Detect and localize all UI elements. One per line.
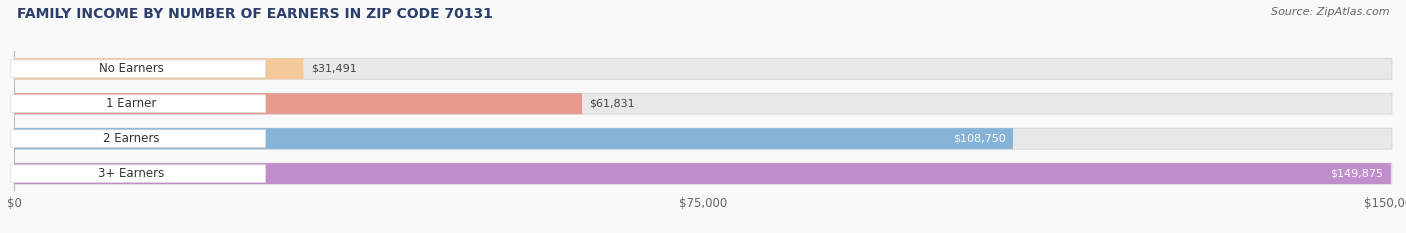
FancyBboxPatch shape	[14, 128, 1392, 149]
Text: 3+ Earners: 3+ Earners	[98, 167, 165, 180]
Text: $61,831: $61,831	[589, 99, 636, 109]
FancyBboxPatch shape	[14, 93, 582, 114]
FancyBboxPatch shape	[14, 58, 1392, 79]
Text: No Earners: No Earners	[98, 62, 163, 75]
Text: FAMILY INCOME BY NUMBER OF EARNERS IN ZIP CODE 70131: FAMILY INCOME BY NUMBER OF EARNERS IN ZI…	[17, 7, 492, 21]
FancyBboxPatch shape	[14, 163, 1391, 184]
FancyBboxPatch shape	[14, 163, 1392, 184]
FancyBboxPatch shape	[11, 60, 266, 78]
FancyBboxPatch shape	[14, 93, 1392, 114]
Text: $31,491: $31,491	[311, 64, 357, 74]
Text: 2 Earners: 2 Earners	[103, 132, 159, 145]
Text: $108,750: $108,750	[953, 134, 1005, 144]
FancyBboxPatch shape	[14, 128, 1012, 149]
Text: Source: ZipAtlas.com: Source: ZipAtlas.com	[1271, 7, 1389, 17]
FancyBboxPatch shape	[14, 58, 304, 79]
FancyBboxPatch shape	[11, 165, 266, 182]
Text: 1 Earner: 1 Earner	[105, 97, 156, 110]
Text: $149,875: $149,875	[1330, 169, 1384, 178]
FancyBboxPatch shape	[11, 130, 266, 147]
FancyBboxPatch shape	[11, 95, 266, 113]
